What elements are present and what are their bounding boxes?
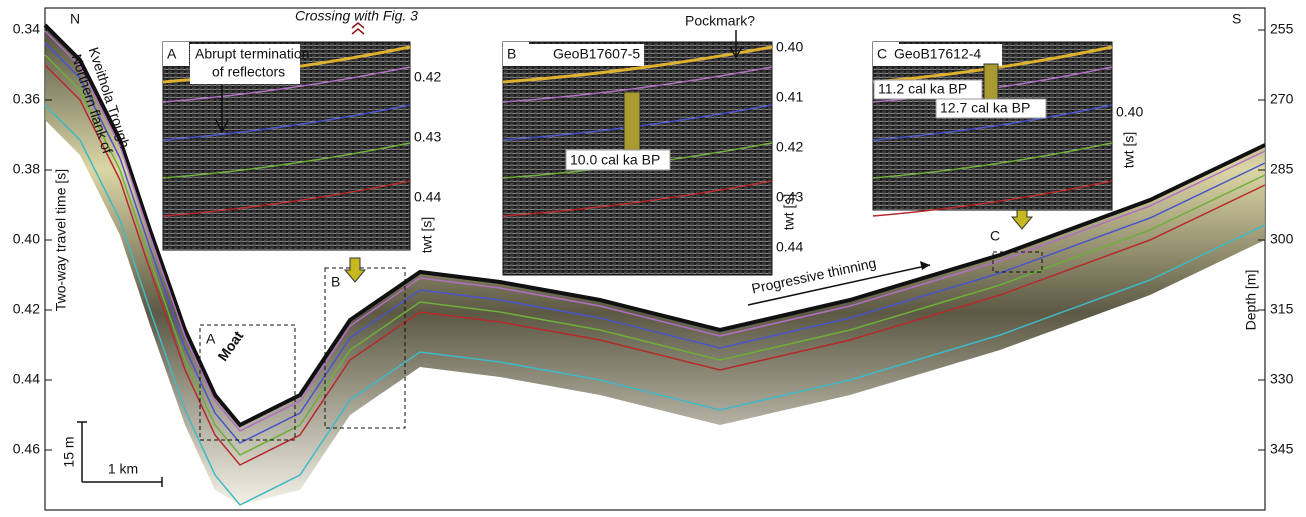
reflector (44, 104, 1266, 506)
y-tick-label: 0.36 (13, 91, 40, 107)
y2-tick-label: 270 (1270, 91, 1294, 107)
inset-reflector (162, 104, 411, 141)
inset-reflector (872, 180, 1113, 217)
core (983, 63, 999, 105)
seafloor (43, 23, 1266, 428)
location-arrow (343, 257, 367, 283)
inset-axis-label: twt [s] (1121, 132, 1137, 169)
sediment-body (45, 25, 1265, 505)
inset: C 0.40 twt [s] (872, 41, 1143, 217)
core-label: GeoB17612-4 (894, 46, 981, 62)
inset-tick-label: 0.43 (414, 129, 441, 145)
y-tick-label: 0.40 (13, 231, 40, 247)
thinning-arrowhead (920, 261, 930, 270)
note-arrow (729, 30, 743, 59)
y-tick-label: 0.38 (13, 161, 40, 177)
crossing-marker (351, 22, 365, 35)
inset-label-bg (503, 42, 529, 66)
y-tick-label: 0.46 (13, 441, 40, 457)
seismic-profile (43, 23, 1266, 506)
y2-tick-label: 315 (1270, 301, 1294, 317)
horizontal-scale-bar (82, 477, 163, 487)
note-arrow (215, 85, 229, 134)
y2-tick-label: 330 (1270, 371, 1294, 387)
thinning-arrow (747, 264, 931, 306)
inset-reflector (162, 66, 411, 103)
y2-tick-label: 345 (1270, 441, 1294, 457)
inset-label-bg (163, 42, 189, 66)
core-bg (526, 44, 644, 66)
inset-reflector (872, 104, 1113, 141)
inset-tick-label: 0.42 (414, 69, 441, 85)
age-label: 10.0 cal ka BP (570, 152, 660, 168)
age-label: 12.7 cal ka BP (940, 100, 1030, 116)
inset-tick-label: 0.41 (776, 89, 803, 105)
inset-axis-label: twt [s] (781, 194, 797, 231)
box-label: A (206, 331, 216, 347)
inset-tick-label: 0.44 (776, 239, 803, 255)
vertical-scale-label: 15 m (61, 436, 77, 467)
box-label: C (990, 228, 1000, 244)
y-tick-label: 0.34 (13, 21, 40, 37)
y-tick-label: 0.42 (13, 301, 40, 317)
box-label: B (331, 274, 340, 290)
inset-tick-label: 0.40 (776, 39, 803, 55)
core-label: GeoB17607-5 (553, 46, 640, 62)
age-bg (565, 149, 671, 171)
age-label: 11.2 cal ka BP (878, 81, 967, 97)
inset-box (324, 267, 406, 429)
vertical-scale-bar (77, 421, 87, 482)
core (623, 91, 641, 151)
inset-note: Abrupt termination (195, 46, 309, 62)
horizontal-scale-label: 1 km (108, 461, 138, 477)
y2-axis-title: Depth [m] (1243, 270, 1259, 331)
crossing-label: Crossing with Fig. 3 (295, 8, 418, 24)
inset-tick-label: 0.43 (776, 189, 803, 205)
inset-tick-label: 0.42 (776, 139, 803, 155)
reflector (44, 30, 1266, 432)
inset-reflector (502, 180, 773, 217)
reflector (44, 54, 1266, 456)
inset-reflector (872, 142, 1113, 179)
age-bg (873, 79, 983, 100)
inset-axis-label: twt [s] (419, 217, 435, 254)
inset-tick-label: 0.44 (414, 189, 441, 205)
note-bg (190, 44, 300, 84)
inset-label: A (167, 46, 177, 62)
inset-label: C (877, 46, 887, 62)
reflector (44, 64, 1266, 466)
y-axis-title: Two-way travel time [s] (53, 169, 69, 311)
age-bg (935, 98, 1047, 119)
inset-tick-label: 0.40 (1116, 104, 1143, 120)
inset-reflector (502, 66, 773, 103)
compass-n: N (70, 11, 80, 27)
y2-tick-label: 285 (1270, 161, 1294, 177)
reflector (44, 42, 1266, 444)
inset-reflector (162, 142, 411, 179)
core-bg (890, 44, 1002, 66)
inset-note: Pockmark? (685, 13, 755, 29)
compass-s: S (1232, 11, 1241, 27)
y2-tick-label: 255 (1270, 21, 1294, 37)
inset-box (992, 251, 1043, 273)
inset-reflector (162, 180, 411, 217)
inset-note: of reflectors (212, 64, 285, 80)
inset-label: B (507, 46, 516, 62)
y2-tick-label: 300 (1270, 231, 1294, 247)
y-tick-label: 0.44 (13, 371, 40, 387)
